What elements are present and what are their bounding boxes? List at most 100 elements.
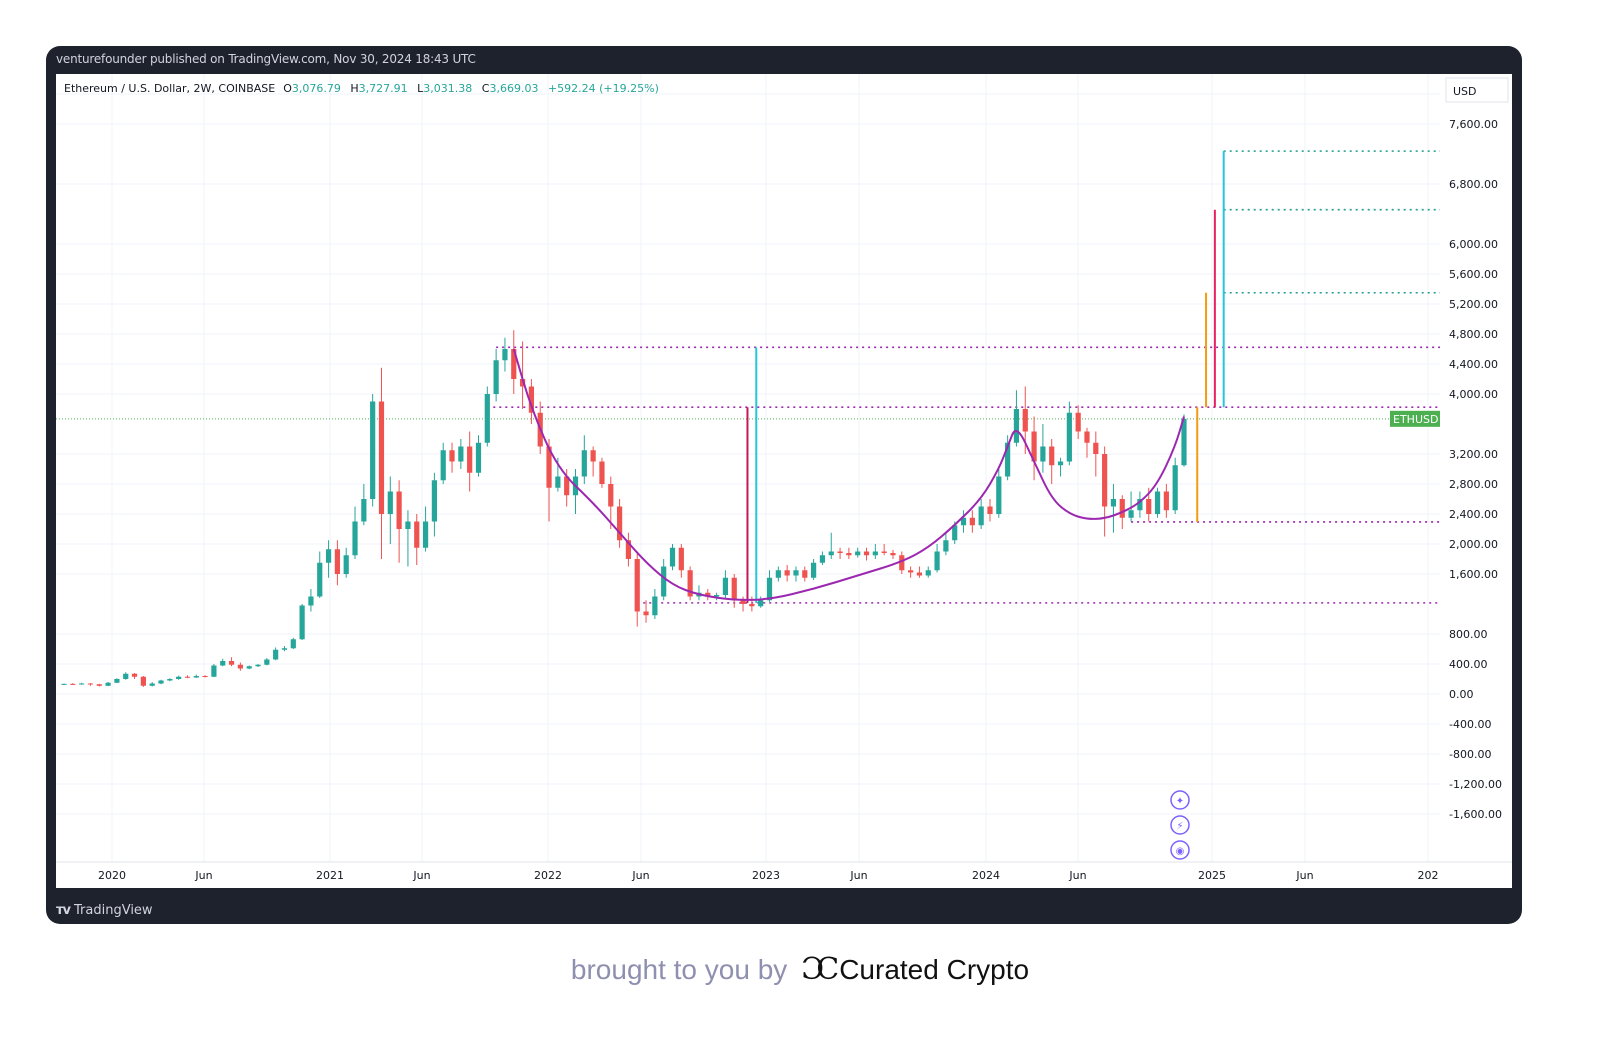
candle-body (705, 592, 711, 597)
time-tick-label: Jun (849, 869, 867, 882)
candle-body (599, 461, 605, 484)
price-tick-label: 4,400.00 (1449, 358, 1498, 371)
candle-body (863, 551, 870, 556)
candle-body (378, 401, 385, 514)
candle-body (431, 480, 437, 522)
event-icons: ✦ ⚡ ◉ (1170, 790, 1190, 860)
ohlc-legend: Ethereum / U.S. Dollar, 2W, COINBASE O3,… (64, 82, 659, 95)
candle-body (308, 596, 314, 606)
candle-body (396, 491, 402, 529)
candles (61, 330, 1187, 687)
credit-brand: ƆC Curated Crypto (801, 952, 1029, 987)
candle-body (511, 349, 517, 379)
price-tick-label: 0.00 (1449, 688, 1474, 701)
candle-body (749, 604, 755, 607)
plot-area[interactable]: 7,238.276,457.215,349.884,622.033,823.93… (56, 74, 1512, 888)
candle-body (1137, 499, 1143, 511)
candle-body (713, 595, 720, 597)
candle-body (1154, 491, 1161, 514)
time-tick-label: 2023 (752, 869, 780, 882)
candle-body (625, 540, 632, 559)
candle-body (766, 577, 773, 601)
candle-body (467, 446, 473, 473)
candle-body (440, 450, 446, 481)
price-axis: 8,000.007,600.006,800.006,000.005,600.00… (56, 74, 1512, 863)
time-tick-label: 2025 (1198, 869, 1226, 882)
candle-body (837, 551, 843, 553)
time-axis: 2020 Jun 2021 Jun 2022 Jun 2023 Jun 2024 Jun 2025 J… (98, 869, 1439, 882)
candle-body (176, 676, 182, 679)
price-chart[interactable]: 7,238.276,457.215,349.884,622.033,823.93… (56, 74, 1512, 888)
candle-body (334, 549, 340, 574)
candle-body (414, 521, 420, 548)
candle-body (502, 349, 508, 361)
candle-body (281, 648, 288, 650)
price-tick-label: -400.00 (1449, 718, 1491, 731)
time-tick-label: 2021 (316, 869, 344, 882)
currency-label[interactable]: USD (1453, 85, 1477, 98)
lightning-event-icon-glyph: ⚡ (1176, 821, 1183, 832)
candle-body (237, 664, 243, 669)
candle-body (661, 566, 667, 597)
candle-body (475, 442, 482, 473)
candle-body (581, 450, 587, 477)
candle-body (1093, 442, 1099, 454)
candle-body (105, 682, 111, 686)
candle-body (890, 553, 896, 556)
candle-body (449, 450, 455, 462)
candle-body (1031, 431, 1037, 462)
candle-body (802, 570, 808, 578)
time-tick-label: Jun (631, 869, 649, 882)
candle-body (519, 379, 526, 387)
time-tick-label: 2022 (534, 869, 562, 882)
candle-body (361, 499, 367, 522)
candle-body (493, 360, 499, 394)
time-tick-label: Jun (1068, 869, 1086, 882)
price-tick-label: 800.00 (1449, 628, 1488, 641)
price-tick-label: 3,200.00 (1449, 448, 1498, 461)
candle-body (79, 683, 85, 685)
candle-body (1075, 412, 1081, 432)
candle-body (387, 491, 393, 514)
candle-body (325, 549, 332, 563)
price-tick-label: -1,600.00 (1449, 808, 1502, 821)
candle-body (872, 551, 878, 556)
symbol-badge (1390, 410, 1440, 427)
price-tick-label: 1,600.00 (1449, 568, 1498, 581)
price-tick-label: 6,800.00 (1449, 178, 1498, 191)
candle-body (370, 401, 376, 499)
candle-body (687, 570, 693, 597)
credit-text: brought to you by (570, 953, 788, 985)
price-tick-label: 2,800.00 (1449, 478, 1498, 491)
candle-body (678, 547, 684, 571)
candle-body (167, 679, 173, 681)
candle-body (140, 676, 146, 686)
candle-body (158, 680, 164, 684)
currency-box: USD (1445, 77, 1509, 103)
candle-body (855, 551, 861, 556)
candle-body (925, 570, 931, 576)
candle-body (228, 661, 235, 665)
price-tick-label: 2,400.00 (1449, 508, 1498, 521)
candle-body (590, 450, 596, 462)
candle-body (1084, 431, 1090, 443)
tv-logo-icon: ᴛᴠ (56, 903, 71, 918)
candle-body (1119, 499, 1125, 518)
us-flag-event-icon-glyph: ◉ (1176, 846, 1185, 857)
time-tick-label: Jun (194, 869, 212, 882)
candle-body (1181, 418, 1187, 466)
ohlc-values: O3,076.79 H3,727.91 L3,031.38 C3,669.03 … (283, 82, 659, 95)
candle-body (1128, 510, 1134, 518)
candle-body (317, 562, 323, 597)
candle-body (775, 570, 781, 578)
candle-body (1005, 442, 1011, 477)
time-tick-label: Jun (412, 869, 430, 882)
credit-brand-name: Curated Crypto (839, 953, 1030, 985)
candle-body (952, 525, 958, 541)
candle-body (1163, 491, 1169, 511)
candle-body (220, 661, 226, 666)
candle-body (564, 476, 570, 496)
time-tick-label: Jun (1295, 869, 1313, 882)
candle-body (1022, 409, 1028, 432)
credit-line: brought to you by ƆC Curated Crypto (0, 952, 1600, 987)
